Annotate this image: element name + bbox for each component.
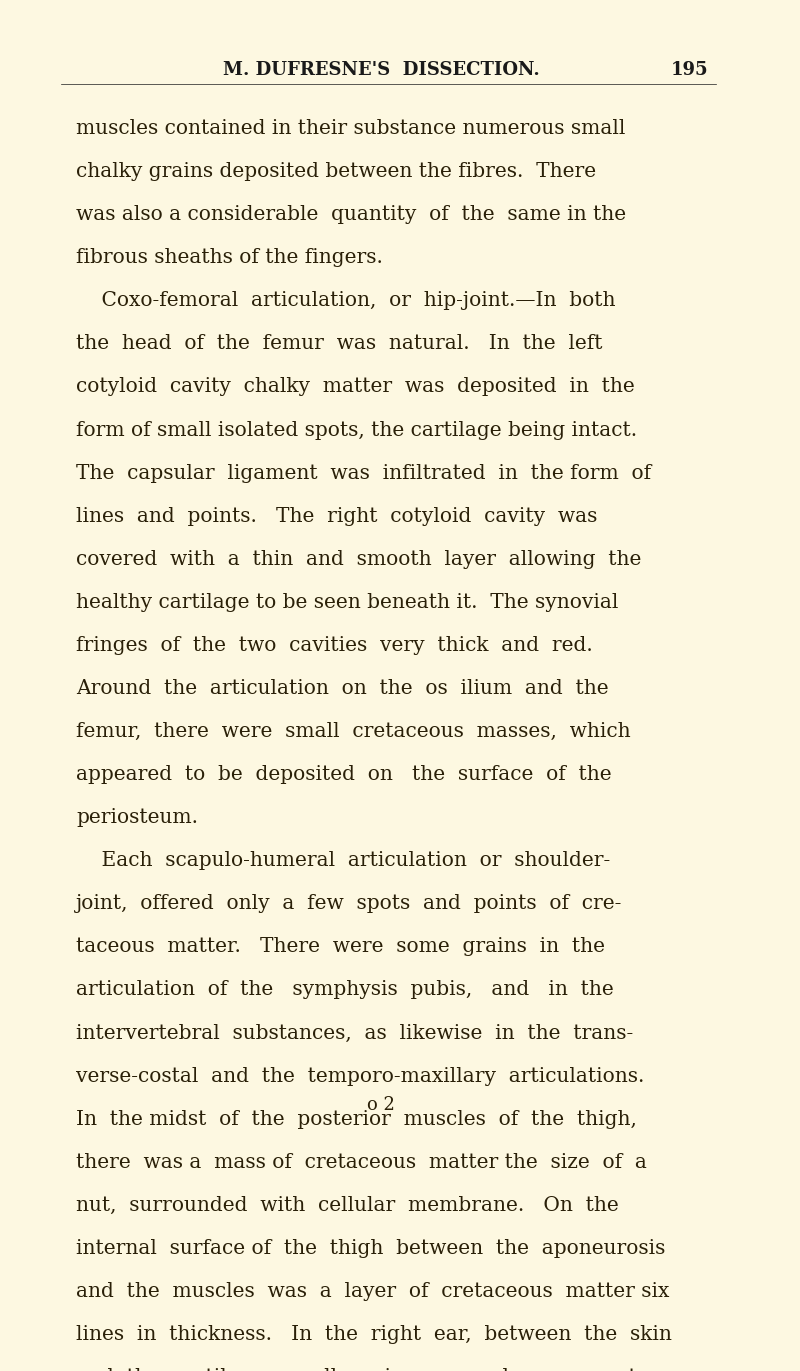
Text: fibrous sheaths of the fingers.: fibrous sheaths of the fingers. <box>76 248 383 267</box>
Text: fringes  of  the  two  cavities  very  thick  and  red.: fringes of the two cavities very thick a… <box>76 636 593 655</box>
Text: 195: 195 <box>671 62 709 80</box>
Text: form of small isolated spots, the cartilage being intact.: form of small isolated spots, the cartil… <box>76 421 638 440</box>
Text: Each  scapulo-humeral  articulation  or  shoulder-: Each scapulo-humeral articulation or sho… <box>76 851 610 871</box>
Text: periosteum.: periosteum. <box>76 808 198 827</box>
Text: verse-costal  and  the  temporo-maxillary  articulations.: verse-costal and the temporo-maxillary a… <box>76 1067 645 1086</box>
Text: healthy cartilage to be seen beneath it.  The synovial: healthy cartilage to be seen beneath it.… <box>76 592 618 611</box>
Text: internal  surface of  the  thigh  between  the  aponeurosis: internal surface of the thigh between th… <box>76 1239 666 1257</box>
Text: was also a considerable  quantity  of  the  same in the: was also a considerable quantity of the … <box>76 206 626 225</box>
Text: cotyloid  cavity  chalky  matter  was  deposited  in  the: cotyloid cavity chalky matter was deposi… <box>76 377 635 396</box>
Text: lines  and  points.   The  right  cotyloid  cavity  was: lines and points. The right cotyloid cav… <box>76 507 598 525</box>
Text: the  head  of  the  femur  was  natural.   In  the  left: the head of the femur was natural. In th… <box>76 335 602 354</box>
Text: femur,  there  were  small  cretaceous  masses,  which: femur, there were small cretaceous masse… <box>76 723 631 740</box>
Text: and  the  muscles  was  a  layer  of  cretaceous  matter six: and the muscles was a layer of cretaceou… <box>76 1282 670 1301</box>
Text: Around  the  articulation  on  the  os  ilium  and  the: Around the articulation on the os ilium … <box>76 679 609 698</box>
Text: In  the midst  of  the  posterior  muscles  of  the  thigh,: In the midst of the posterior muscles of… <box>76 1109 637 1128</box>
Text: intervertebral  substances,  as  likewise  in  the  trans-: intervertebral substances, as likewise i… <box>76 1024 634 1042</box>
Text: covered  with  a  thin  and  smooth  layer  allowing  the: covered with a thin and smooth layer all… <box>76 550 642 569</box>
Text: articulation  of  the   symphysis  pubis,   and   in  the: articulation of the symphysis pubis, and… <box>76 980 614 999</box>
Text: The  capsular  ligament  was  infiltrated  in  the form  of: The capsular ligament was infiltrated in… <box>76 463 651 483</box>
Text: o 2: o 2 <box>367 1097 395 1115</box>
Text: nut,  surrounded  with  cellular  membrane.   On  the: nut, surrounded with cellular membrane. … <box>76 1196 619 1215</box>
Text: chalky grains deposited between the fibres.  There: chalky grains deposited between the fibr… <box>76 162 596 181</box>
Text: joint,  offered  only  a  few  spots  and  points  of  cre-: joint, offered only a few spots and poin… <box>76 894 622 913</box>
Text: M. DUFRESNE'S  DISSECTION.: M. DUFRESNE'S DISSECTION. <box>222 62 539 80</box>
Text: there  was a  mass of  cretaceous  matter the  size  of  a: there was a mass of cretaceous matter th… <box>76 1153 647 1172</box>
Text: appeared  to  be  deposited  on   the  surface  of  the: appeared to be deposited on the surface … <box>76 765 612 784</box>
Text: taceous  matter.   There  were  some  grains  in  the: taceous matter. There were some grains i… <box>76 938 606 957</box>
Text: Coxo-femoral  articulation,  or  hip-joint.—In  both: Coxo-femoral articulation, or hip-joint.… <box>76 291 616 310</box>
Text: and  the  cartilage,  small  grains  were  also  apparent.: and the cartilage, small grains were als… <box>76 1368 643 1371</box>
Text: muscles contained in their substance numerous small: muscles contained in their substance num… <box>76 119 626 138</box>
Text: lines  in  thickness.   In  the  right  ear,  between  the  skin: lines in thickness. In the right ear, be… <box>76 1324 672 1344</box>
